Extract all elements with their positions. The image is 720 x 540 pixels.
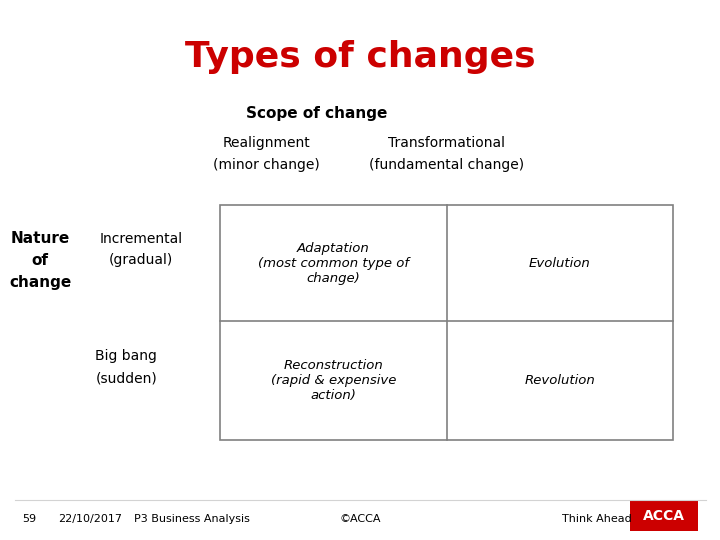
FancyBboxPatch shape [220, 205, 673, 440]
Text: Scope of change: Scope of change [246, 106, 388, 121]
Text: Types of changes: Types of changes [185, 40, 536, 73]
Text: 22/10/2017: 22/10/2017 [58, 515, 122, 524]
Text: change: change [9, 275, 71, 291]
Text: Revolution: Revolution [525, 374, 595, 387]
Text: Reconstruction
(rapid & expensive
action): Reconstruction (rapid & expensive action… [271, 359, 396, 402]
Text: (sudden): (sudden) [96, 371, 157, 385]
Text: Think Ahead: Think Ahead [562, 515, 631, 524]
FancyBboxPatch shape [630, 500, 698, 531]
Text: ©ACCA: ©ACCA [339, 515, 381, 524]
Text: P3 Business Analysis: P3 Business Analysis [133, 515, 249, 524]
Text: Transformational: Transformational [388, 136, 505, 150]
Text: (fundamental change): (fundamental change) [369, 158, 524, 172]
Text: 59: 59 [22, 515, 36, 524]
Text: Evolution: Evolution [529, 256, 591, 270]
Text: (gradual): (gradual) [109, 253, 173, 267]
Text: Realignment: Realignment [222, 136, 310, 150]
Text: ACCA: ACCA [643, 509, 685, 523]
Text: Incremental: Incremental [99, 232, 182, 246]
Text: Adaptation
(most common type of
change): Adaptation (most common type of change) [258, 242, 409, 285]
Text: Nature: Nature [10, 231, 70, 246]
Text: of: of [32, 253, 48, 268]
Text: Big bang: Big bang [96, 349, 157, 363]
Text: (minor change): (minor change) [213, 158, 320, 172]
